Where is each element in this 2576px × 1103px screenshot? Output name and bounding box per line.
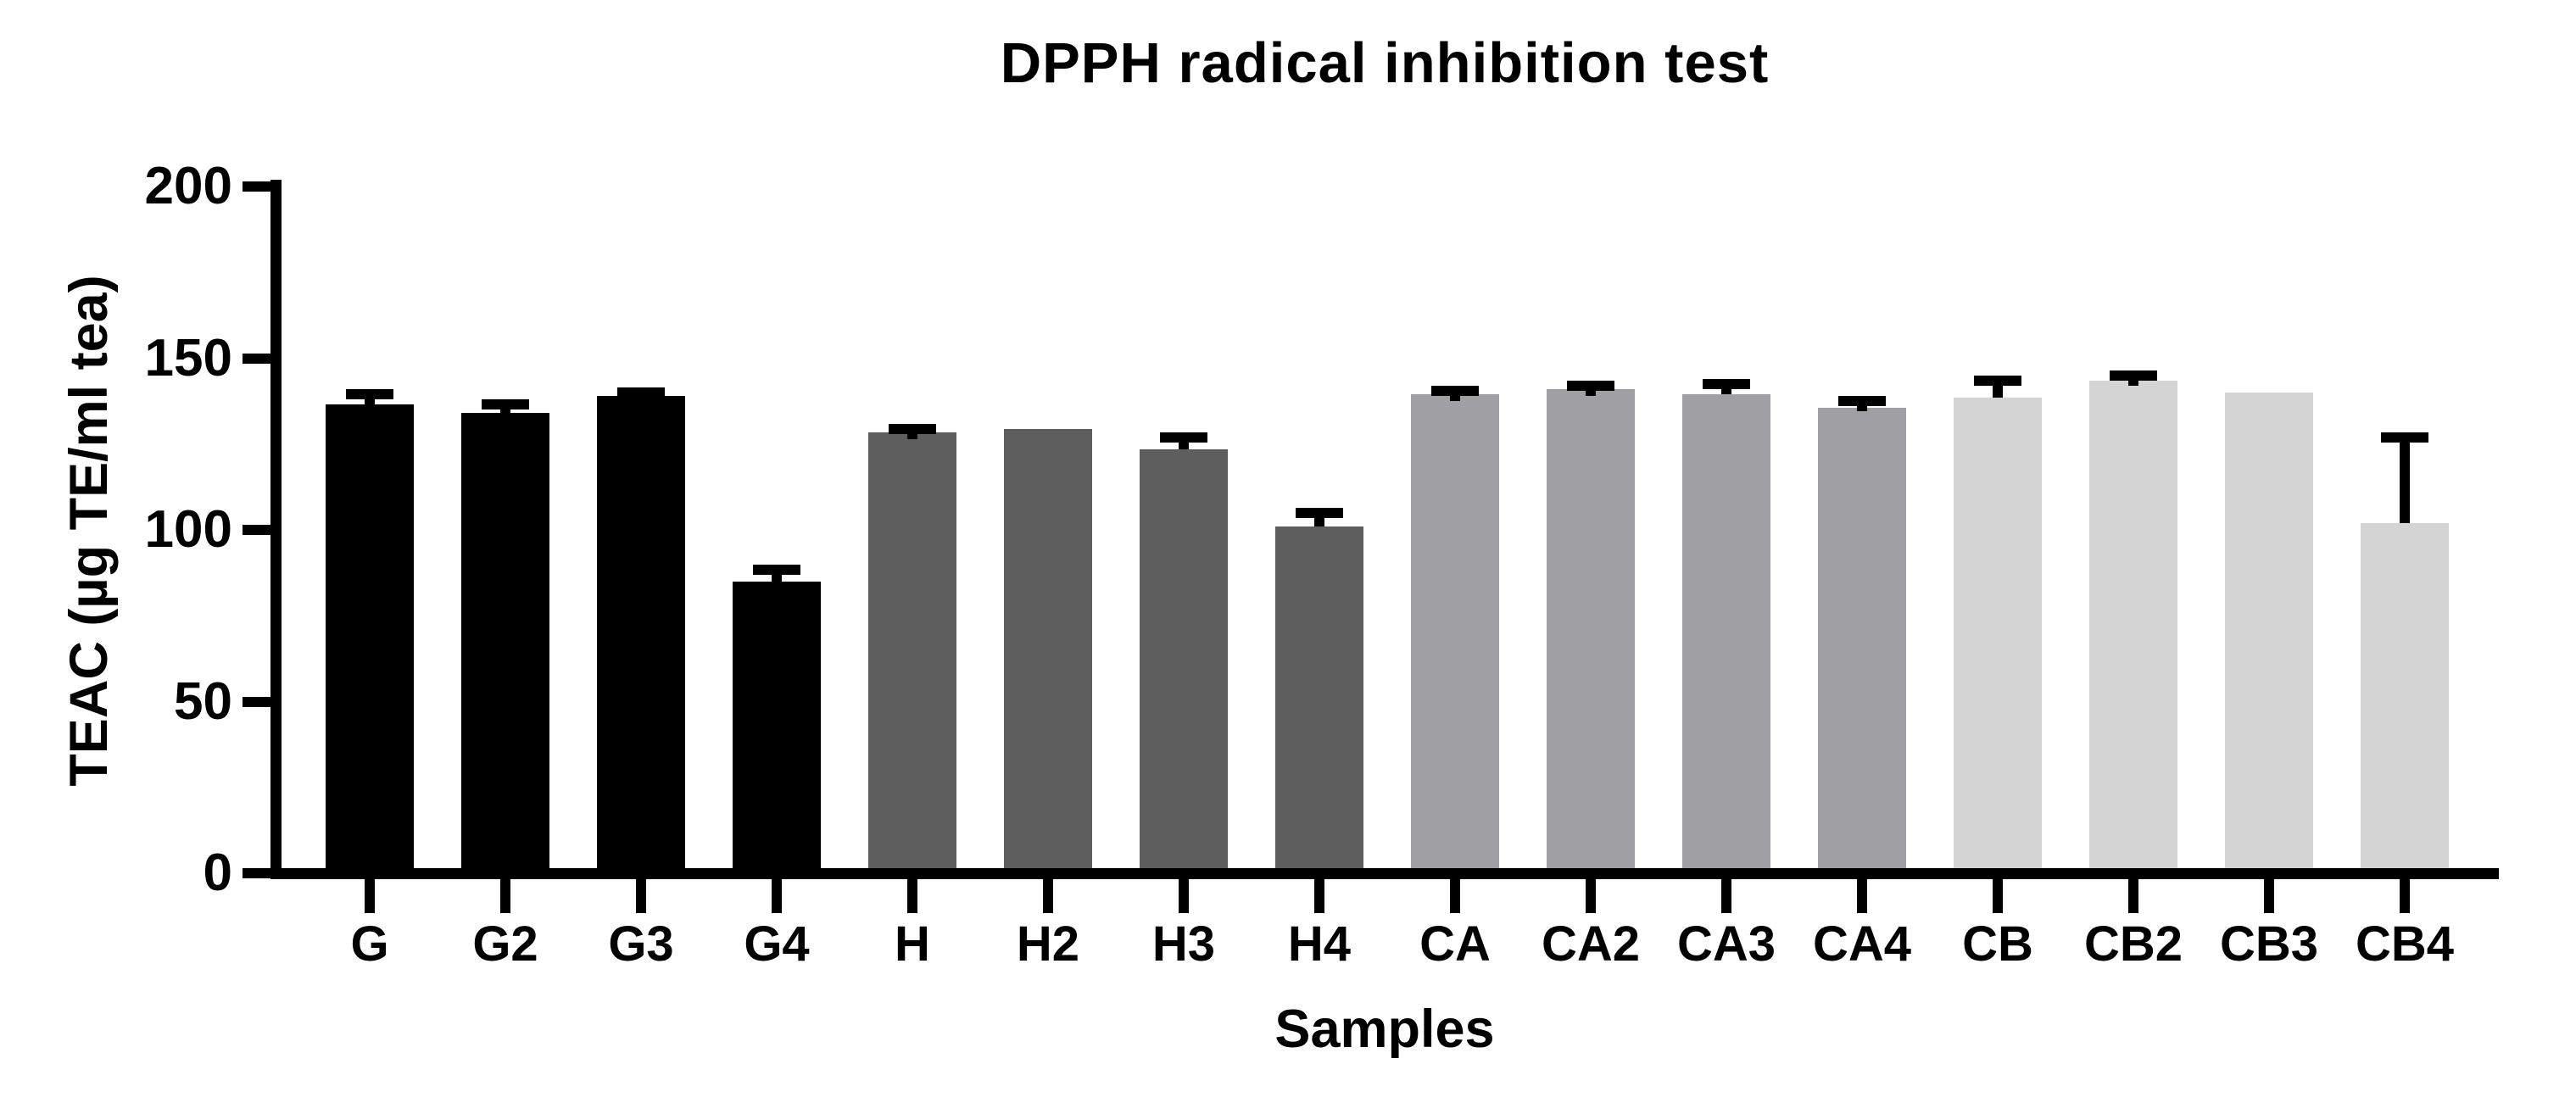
x-axis-line [270, 867, 2499, 879]
bar-CA2 [1547, 388, 1635, 879]
x-tick-label-CA2: CA2 [1541, 916, 1641, 972]
x-tick-CB3 [2264, 878, 2274, 913]
y-tick-0 [243, 868, 270, 878]
x-tick-label-H3: H3 [1151, 916, 1216, 972]
x-tick-H2 [1043, 878, 1053, 913]
bar-CB3 [2225, 393, 2313, 879]
x-tick-label-H4: H4 [1287, 916, 1352, 972]
x-tick-label-H2: H2 [1016, 916, 1080, 972]
bar-CB4 [2361, 522, 2449, 879]
bar-H [868, 432, 956, 879]
x-tick-CA2 [1586, 878, 1596, 913]
error-bar-cap-H3 [1160, 432, 1207, 443]
x-tick-label-CB3: CB3 [2219, 916, 2319, 972]
bar-CB [1954, 398, 2042, 879]
bar-CA [1411, 394, 1499, 879]
y-tick-label-100: 100 [144, 500, 232, 559]
x-tick-H3 [1179, 878, 1189, 913]
y-tick-100 [243, 525, 270, 535]
error-bar-cap-CA4 [1838, 396, 1886, 407]
y-tick-150 [243, 353, 270, 364]
x-tick-label-CB: CB [1962, 916, 2033, 972]
error-bar-stem-CB4 [2400, 437, 2410, 523]
error-bar-cap-CB2 [2110, 370, 2157, 381]
x-tick-CA3 [1721, 878, 1731, 913]
error-bar-cap-G [346, 389, 393, 400]
y-tick-200 [243, 181, 270, 192]
bar-G4 [733, 581, 821, 879]
x-tick-H4 [1314, 878, 1324, 913]
y-tick-label-150: 150 [144, 328, 232, 387]
bar-CB2 [2089, 380, 2177, 879]
bar-H3 [1140, 448, 1228, 879]
bar-G3 [597, 396, 685, 879]
y-axis-line [270, 180, 282, 879]
x-tick-CB [1993, 878, 2003, 913]
bar-H2 [1004, 428, 1092, 879]
x-tick-CA4 [1857, 878, 1867, 913]
y-tick-label-200: 200 [144, 157, 232, 215]
error-bar-cap-H4 [1296, 507, 1343, 518]
y-tick-label-50: 50 [174, 671, 232, 731]
x-tick-label-H: H [895, 916, 930, 972]
x-tick-label-CA4: CA4 [1812, 916, 1912, 972]
bar-CA3 [1682, 394, 1770, 879]
x-tick-G3 [636, 878, 646, 913]
x-tick-label-CA3: CA3 [1676, 916, 1776, 972]
chart-title: DPPH radical inhibition test [1000, 31, 1770, 95]
x-tick-CB2 [2128, 878, 2138, 913]
y-tick-50 [243, 696, 270, 707]
x-tick-label-CB2: CB2 [2083, 916, 2183, 972]
x-tick-label-G3: G3 [608, 916, 674, 972]
bar-G2 [461, 413, 549, 879]
x-tick-G4 [772, 878, 782, 913]
x-tick-G [365, 878, 375, 913]
error-bar-cap-G4 [753, 564, 800, 575]
x-tick-label-G: G [350, 916, 389, 972]
error-bar-cap-CB4 [2381, 432, 2428, 443]
error-bar-cap-G2 [482, 399, 529, 410]
x-tick-CB4 [2400, 878, 2410, 913]
x-tick-label-CB4: CB4 [2355, 916, 2455, 972]
x-axis-title: Samples [1274, 1000, 1495, 1059]
error-bar-cap-CA3 [1703, 378, 1750, 389]
error-bar-cap-G3 [617, 387, 665, 398]
x-tick-H [907, 878, 917, 913]
error-bar-cap-CB [1974, 375, 2021, 386]
x-tick-CA [1450, 878, 1460, 913]
x-tick-G2 [500, 878, 510, 913]
x-tick-label-CA: CA [1419, 916, 1491, 972]
x-tick-label-G4: G4 [744, 916, 810, 972]
error-bar-cap-CA2 [1567, 380, 1614, 391]
error-bar-cap-H [889, 423, 936, 434]
bar-H4 [1275, 526, 1363, 879]
bar-G [326, 404, 414, 879]
x-tick-label-G2: G2 [472, 916, 538, 972]
y-tick-label-0: 0 [203, 844, 232, 902]
bar-CA4 [1818, 408, 1906, 879]
error-bar-cap-CA [1431, 385, 1479, 396]
